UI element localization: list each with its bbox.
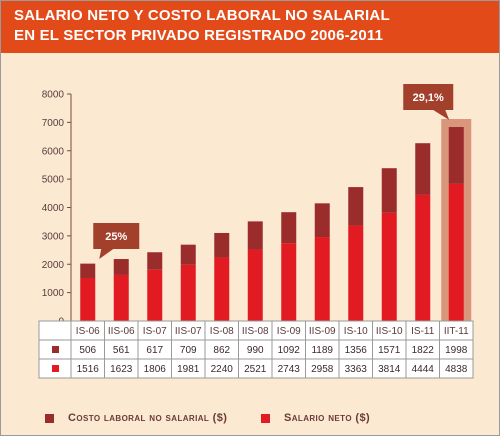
x-tick-label: IS-11: [411, 326, 435, 337]
x-tick-label: IS-10: [344, 326, 368, 337]
legend-label-salario: Salario neto ($): [284, 412, 371, 424]
bar-salario: [180, 264, 196, 321]
table-cell: 506: [79, 345, 96, 356]
legend-swatch-costo: [45, 413, 54, 423]
stacked-bar-chart: 010002000300040005000600070008000 25%29,…: [38, 84, 474, 379]
x-tick-label: IIT-11: [444, 326, 469, 337]
x-tick-label: IIS-07: [175, 326, 202, 337]
bar-salario: [80, 277, 96, 321]
bar-costo: [281, 212, 297, 244]
bar-salario: [147, 269, 163, 321]
legend-label-costo: Costo laboral no salarial ($): [68, 412, 228, 424]
bar-costo: [448, 127, 464, 184]
bar-costo: [147, 252, 163, 270]
bar-costo: [415, 143, 431, 195]
bar-costo: [113, 259, 129, 275]
bar-salario: [281, 243, 297, 321]
bar-costo: [348, 187, 364, 226]
bar-costo: [314, 203, 330, 238]
table-cell: 3363: [345, 364, 368, 375]
table-cell: 1998: [445, 345, 468, 356]
y-tick-label: 3000: [42, 231, 65, 242]
bar-salario: [448, 183, 464, 321]
callout-pointer: [99, 249, 114, 259]
chart-title-line-1: SALARIO NETO Y COSTO LABORAL NO SALARIAL: [14, 7, 390, 24]
table-cell: 1822: [412, 345, 435, 356]
callouts: 25% 29,1%: [93, 84, 454, 259]
legend-item-costo: Costo laboral no salarial ($): [45, 411, 227, 425]
bar-costo: [214, 232, 230, 258]
table-row-swatch: [52, 346, 59, 353]
table-body: [38, 320, 474, 379]
table-cell: 1571: [378, 345, 401, 356]
table-cell: 2958: [311, 364, 334, 375]
table-cell: 2240: [211, 364, 234, 375]
title-banner: SALARIO NETO Y COSTO LABORAL NO SALARIAL…: [1, 1, 499, 53]
table-row-swatch: [52, 365, 59, 372]
x-tick-label: IIS-06: [108, 326, 135, 337]
table-cell: 2743: [278, 364, 301, 375]
table-cell: 1981: [177, 364, 200, 375]
y-tick-label: 6000: [42, 146, 65, 157]
x-tick-label: IIS-08: [242, 326, 269, 337]
callout-pointer: [433, 110, 450, 120]
table-cell: 1356: [345, 345, 368, 356]
bars: [80, 127, 464, 321]
chart-title-line-2: EN EL SECTOR PRIVADO REGISTRADO 2006-201…: [14, 27, 384, 44]
y-tick-label: 1000: [42, 288, 65, 299]
legend-swatch-salario: [261, 413, 270, 423]
data-table: IS-06 IIS-06 IS-07 IIS-07 IS-08 IIS-08 IS-09 II…: [38, 320, 474, 379]
bar-costo: [247, 221, 263, 250]
table-cell: 3814: [378, 364, 401, 375]
y-tick-label: 5000: [42, 175, 65, 186]
bar-salario: [113, 274, 129, 321]
table-cell: 4444: [412, 364, 435, 375]
callout-label: 25%: [105, 231, 127, 243]
callout-box: [93, 223, 140, 249]
bar-costo: [80, 263, 96, 278]
y-axis: 010002000300040005000600070008000: [42, 90, 72, 328]
legend-item-salario: Salario neto ($): [261, 411, 370, 425]
x-tick-label: IS-07: [143, 326, 167, 337]
x-tick-label: IS-06: [76, 326, 100, 337]
table-cell: 1516: [77, 364, 100, 375]
bar-salario: [247, 249, 263, 321]
table-cell: 617: [146, 345, 163, 356]
table-cell: 1189: [311, 345, 333, 356]
table-cell: 862: [213, 345, 230, 356]
y-tick-label: 4000: [42, 203, 65, 214]
bar-salario: [348, 225, 364, 321]
y-tick-label: 7000: [42, 118, 65, 129]
x-tick-label: IS-09: [277, 326, 301, 337]
bar-salario: [415, 194, 431, 321]
x-tick-label: IS-08: [210, 326, 234, 337]
callout-box: [403, 84, 454, 110]
table-cell: 2521: [244, 364, 267, 375]
y-tick-label: 2000: [42, 260, 65, 271]
x-tick-label: IIS-10: [376, 326, 403, 337]
bar-salario: [314, 237, 330, 321]
bar-salario: [214, 257, 230, 321]
table-cell: 1623: [110, 364, 133, 375]
x-tick-label: IIS-09: [309, 326, 336, 337]
table-cell: 1092: [278, 345, 301, 356]
bar-costo: [381, 168, 397, 213]
y-tick-label: 8000: [42, 90, 65, 101]
callout-label: 29,1%: [413, 92, 444, 104]
table-cell: 709: [180, 345, 197, 356]
bar-costo: [180, 244, 196, 265]
table-cell: 1806: [144, 364, 167, 375]
bar-salario: [381, 212, 397, 321]
table-cell: 561: [113, 345, 130, 356]
table-cell: 990: [247, 345, 264, 356]
table-cell: 4838: [445, 364, 468, 375]
